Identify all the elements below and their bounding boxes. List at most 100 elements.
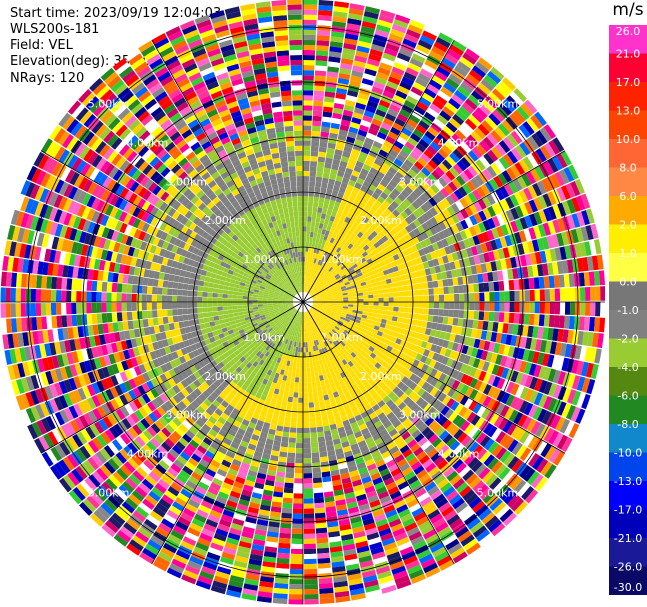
- ppi-gate: [220, 337, 227, 344]
- ppi-gate: [282, 395, 289, 402]
- ppi-gate: [379, 468, 390, 477]
- ppi-gate: [237, 411, 246, 419]
- ppi-gate: [309, 290, 314, 295]
- ppi-gate: [311, 376, 316, 383]
- ppi-gate: [389, 272, 396, 279]
- ppi-gate: [330, 276, 336, 282]
- ppi-gate: [312, 298, 318, 300]
- ppi-gate: [137, 345, 145, 355]
- ppi-gate: [564, 343, 572, 358]
- ppi-gate: [285, 365, 290, 372]
- ppi-gate: [355, 283, 362, 288]
- ppi-gate: [351, 315, 357, 319]
- ppi-gate: [365, 384, 373, 392]
- ppi-gate: [441, 324, 448, 332]
- ppi-gate: [445, 155, 457, 167]
- ppi-gate: [303, 90, 314, 96]
- ppi-gate: [430, 251, 438, 260]
- ppi-gate: [357, 326, 363, 332]
- ppi-gate: [558, 274, 565, 288]
- ppi-gate: [416, 361, 425, 370]
- ppi-gate: [413, 307, 419, 314]
- ppi-gate: [391, 241, 399, 249]
- ppi-gate: [317, 207, 323, 214]
- ppi-gate: [334, 97, 346, 105]
- ppi-gate: [468, 69, 483, 82]
- ppi-gate: [528, 313, 535, 326]
- ppi-gate: [539, 250, 547, 264]
- ppi-gate: [524, 290, 530, 302]
- ppi-gate: [209, 383, 218, 392]
- ppi-gate: [209, 509, 222, 519]
- ppi-gate: [395, 423, 405, 433]
- ppi-gate: [418, 308, 424, 315]
- ppi-gate: [344, 261, 350, 267]
- ppi-gate: [321, 471, 331, 478]
- ppi-gate: [341, 365, 347, 372]
- ppi-gate: [311, 447, 319, 454]
- ppi-gate: [571, 197, 581, 213]
- ppi-gate: [351, 70, 364, 78]
- ppi-gate: [327, 305, 333, 309]
- ppi-gate: [408, 266, 415, 273]
- ppi-gate: [324, 286, 330, 291]
- ppi-gate: [523, 467, 536, 482]
- ppi-gate: [377, 231, 386, 239]
- ppi-gate: [489, 477, 502, 491]
- ppi-gate: [290, 307, 296, 312]
- ppi-gate: [308, 326, 311, 332]
- ppi-gate: [303, 503, 314, 509]
- ppi-gate: [424, 130, 436, 141]
- ppi-gate: [306, 316, 310, 322]
- ppi-gate: [36, 419, 47, 435]
- ppi-gate: [303, 95, 313, 101]
- ppi-gate: [439, 110, 452, 122]
- ppi-gate: [455, 175, 466, 186]
- ppi-gate: [79, 361, 88, 374]
- ppi-gate: [275, 340, 281, 346]
- ppi-gate: [350, 239, 357, 246]
- ppi-gate: [201, 528, 215, 538]
- ppi-gate: [306, 261, 310, 268]
- ppi-gate: [267, 391, 274, 398]
- ppi-gate: [512, 244, 520, 257]
- ppi-gate: [514, 428, 526, 442]
- ppi-gate: [393, 302, 399, 307]
- ppi-gate: [208, 428, 218, 438]
- ppi-gate: [552, 369, 562, 384]
- ppi-gate: [304, 337, 308, 343]
- ppi-gate: [368, 305, 374, 310]
- ppi-gate: [185, 461, 196, 472]
- ppi-gate: [370, 230, 378, 238]
- ppi-gate: [548, 448, 561, 463]
- ppi-gate: [142, 372, 151, 383]
- ppi-gate: [271, 324, 277, 329]
- ppi-gate: [304, 311, 307, 317]
- ppi-gate: [278, 335, 283, 342]
- ppi-gate: [108, 516, 123, 530]
- ppi-gate: [412, 313, 419, 320]
- ppi-gate: [358, 275, 365, 281]
- ppi-gate: [391, 394, 400, 403]
- ppi-gate: [357, 189, 366, 197]
- ppi-gate: [256, 441, 266, 449]
- ppi-gate: [359, 151, 369, 159]
- ppi-gate: [455, 110, 468, 122]
- ppi-gate: [468, 203, 478, 215]
- ppi-gate: [180, 379, 189, 388]
- ppi-gate: [342, 308, 348, 312]
- ppi-gate: [368, 53, 382, 62]
- ppi-gate: [288, 594, 303, 600]
- ppi-gate: [293, 356, 298, 363]
- ppi-gate: [350, 474, 361, 482]
- ppi-gate: [434, 330, 442, 338]
- ppi-gate: [244, 431, 253, 439]
- ppi-gate: [324, 399, 331, 406]
- ppi-gate: [593, 270, 600, 286]
- ppi-gate: [255, 524, 268, 532]
- ppi-gate: [536, 238, 545, 251]
- ppi-gate: [296, 321, 299, 327]
- ppi-gate: [298, 397, 303, 403]
- ppi-gate: [288, 589, 303, 595]
- ppi-gate: [337, 207, 344, 215]
